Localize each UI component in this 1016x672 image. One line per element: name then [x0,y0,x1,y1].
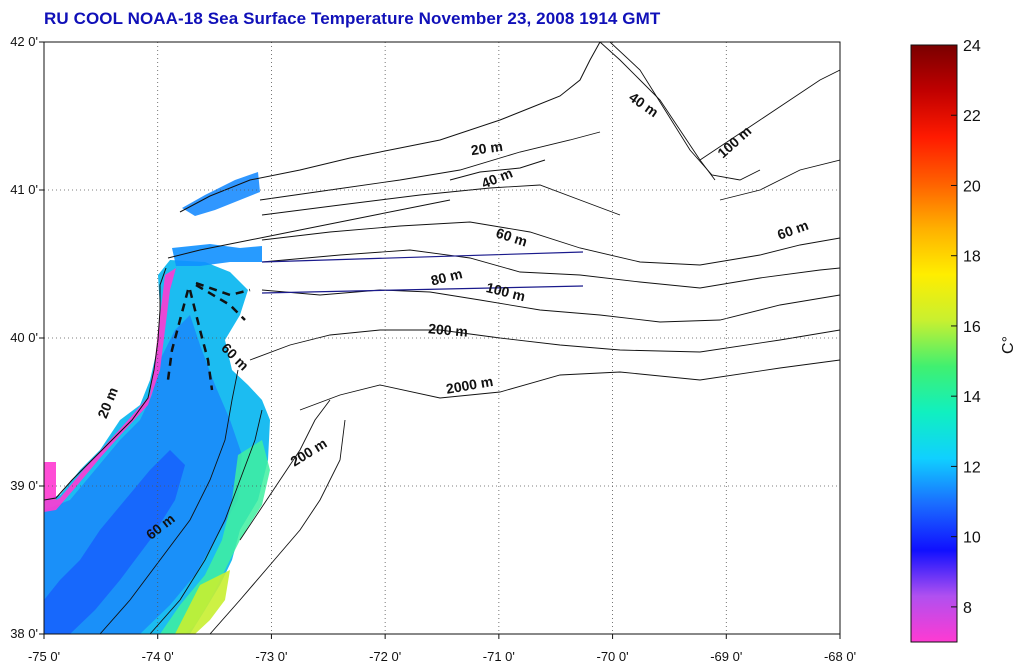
transect-north [261,251,584,263]
lon-tick-label: -73 0' [255,649,287,664]
bathymetry-contours [99,42,840,634]
depth-label: 20 m [470,138,504,158]
longitude-axis: -75 0' -74 0' -73 0' -72 0' -71 0' -70 0' -69 … [28,634,856,664]
contour-2000m [299,359,840,411]
colorbar-tick-label: 24 [963,38,981,55]
colorbar-tick-label: 22 [963,108,981,125]
depth-label: 80 m [429,265,464,288]
contour-shelf-mid [149,409,263,634]
latitude-axis: 42 0' 41 0' 40 0' 39 0' 38 0' [10,34,44,641]
sst-outer-warm [160,440,270,634]
depth-label: 100 m [485,279,527,304]
colorbar-ticks: 8 10 12 14 16 18 20 22 24 [951,38,981,617]
depth-label: 100 m [714,123,754,161]
contour-gom-4 [719,159,840,201]
sst-shelf-inner [44,315,242,634]
coastline-long-island [167,199,451,259]
contour-60m [261,221,840,266]
lat-tick-label: 38 0' [10,626,38,641]
colorbar-tick-label: 20 [963,178,981,195]
sst-harbor-patch [172,244,262,266]
sst-field [44,172,270,634]
lon-tick-label: -70 0' [597,649,629,664]
colorbar-tick-label: 14 [963,389,981,406]
transect-south [261,285,584,294]
depth-label: 200 m [428,320,469,339]
coastline [44,42,601,501]
depth-label: 20 m [94,385,121,421]
coastline-nj-de [44,267,167,501]
map-title: RU COOL NOAA-18 Sea Surface Temperature … [44,9,661,28]
track-d [195,281,251,297]
contour-40m-north [261,184,621,216]
coastline-islands [449,159,546,181]
glider-tracks [166,281,251,391]
lon-tick-label: -71 0' [483,649,515,664]
contour-100m [261,289,840,323]
track-b [188,289,214,391]
contour-200m [249,329,840,361]
depth-label: 60 m [494,225,529,250]
colorbar-tick-label: 16 [963,319,981,336]
coastline-cape-cod [469,42,601,131]
sst-long-island-patch [182,172,260,216]
sst-shelf-mid [44,450,185,634]
track-a [166,289,190,381]
contour-80m [261,249,840,289]
depth-label: 40 m [626,89,661,120]
lat-tick-label: 39 0' [10,478,38,493]
colorbar-unit: C° [1000,336,1016,354]
colorbar-tick-label: 8 [963,600,972,617]
colorbar-tick-label: 12 [963,459,981,476]
transect-lines [261,251,584,294]
lon-tick-label: -69 0' [710,649,742,664]
contour-2000m-south [209,419,346,634]
lat-tick-label: 41 0' [10,182,38,197]
lat-tick-label: 40 0' [10,330,38,345]
lat-tick-label: 42 0' [10,34,38,49]
depth-label: 200 m [288,435,330,470]
lon-tick-label: -72 0' [369,649,401,664]
colorbar-tick-label: 10 [963,530,981,547]
contour-shelf-inner [99,369,239,634]
lon-tick-label: -68 0' [824,649,856,664]
contour-200m-south [239,399,331,541]
depth-label: 60 m [775,217,810,243]
colorbar-bar [910,44,958,643]
colorbar-tick-label: 18 [963,249,981,266]
lon-tick-label: -74 0' [142,649,174,664]
sst-outer-warm2 [175,570,230,634]
coastline-connecticut [179,129,471,213]
colorbar: 8 10 12 14 16 18 20 22 24 C° [910,38,1016,643]
contour-20m-north [259,131,601,201]
lon-tick-label: -75 0' [28,649,60,664]
contour-gom-2 [609,42,761,181]
contour-gom-3 [699,69,840,161]
